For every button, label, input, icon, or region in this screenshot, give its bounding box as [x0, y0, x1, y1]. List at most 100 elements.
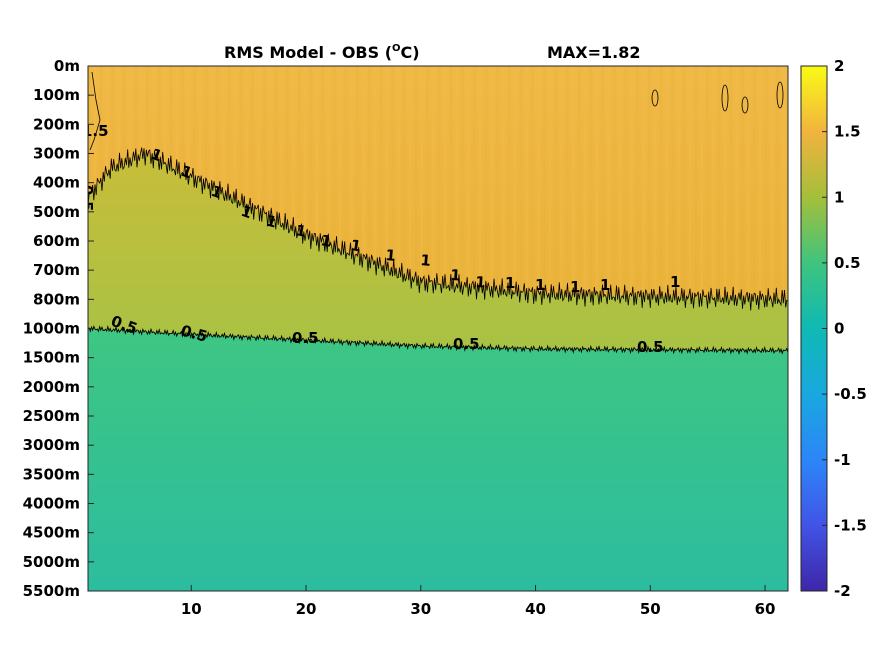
- texture-stripe: [461, 66, 464, 286]
- texture-stripe: [688, 66, 692, 298]
- texture-stripe: [513, 66, 517, 292]
- texture-stripe: [426, 66, 429, 283]
- texture-stripe: [741, 66, 744, 299]
- texture-stripe: [595, 66, 598, 295]
- texture-stripe: [105, 66, 108, 175]
- texture-stripe: [222, 66, 225, 193]
- texture-stripe: [140, 66, 143, 156]
- contour-loop: [651, 89, 659, 107]
- contour-label: 0.5: [78, 185, 96, 212]
- y-tick-label: 300m: [33, 145, 80, 163]
- texture-stripe: [764, 66, 768, 299]
- texture-stripe: [449, 66, 453, 285]
- contour-line-1: [88, 147, 788, 311]
- y-tick-label: 3500m: [23, 465, 80, 483]
- texture-stripe: [93, 66, 97, 190]
- contour-lines: [88, 71, 788, 355]
- texture-stripe: [181, 66, 184, 172]
- texture-stripe: [531, 66, 534, 294]
- x-tick-label: 60: [755, 600, 776, 618]
- y-tick-label: 4000m: [23, 495, 80, 513]
- texture-stripe: [344, 66, 348, 251]
- texture-stripe: [572, 66, 575, 295]
- texture-stripe: [718, 66, 721, 298]
- texture-stripe: [589, 66, 593, 295]
- texture-stripe: [502, 66, 505, 291]
- chart-title: RMS Model - OBS (OC): [224, 43, 420, 62]
- texture-stripe: [245, 66, 248, 205]
- texture-stripe: [653, 66, 657, 297]
- texture-stripe: [338, 66, 342, 249]
- texture-stripe: [408, 66, 412, 277]
- texture-stripe: [158, 66, 161, 160]
- contour-line-0.5: [88, 324, 788, 355]
- contour-loop: [721, 84, 729, 112]
- texture-stripe: [618, 66, 622, 296]
- texture-stripe: [210, 66, 213, 187]
- texture-stripe: [770, 66, 773, 299]
- contour-label: 0.5: [292, 329, 319, 347]
- colorbar-tick-label: 1.5: [834, 123, 861, 141]
- texture-stripe: [198, 66, 202, 181]
- texture-stripe: [683, 66, 686, 298]
- texture-stripe: [187, 66, 190, 175]
- texture-stripe: [642, 66, 645, 297]
- colorbar-tick-label: 0.5: [834, 254, 861, 272]
- texture-stripe: [490, 66, 493, 289]
- colorbar-tick-label: 2: [834, 57, 844, 75]
- texture-stripe: [228, 66, 231, 196]
- texture-stripe: [560, 66, 563, 295]
- colorbar-tick-label: 0: [834, 320, 844, 338]
- texture-stripe: [99, 66, 103, 183]
- contour-line-1.5: [89, 71, 101, 151]
- texture-stripe: [216, 66, 219, 190]
- contour-label: 1: [450, 266, 461, 285]
- texture-stripe: [292, 66, 295, 229]
- texture-stripe: [671, 66, 674, 297]
- texture-stripe: [478, 66, 482, 288]
- texture-stripe: [438, 66, 441, 284]
- texture-stripe: [152, 66, 155, 157]
- x-tick-label: 20: [296, 600, 317, 618]
- texture-stripe: [123, 66, 126, 163]
- texture-stripe: [385, 66, 388, 268]
- contour-label: 1: [505, 274, 515, 292]
- texture-stripe: [496, 66, 499, 290]
- texture-stripe: [350, 66, 353, 254]
- texture-stripe: [694, 66, 698, 298]
- y-axis-ticks: 0m 100m 200m 300m 400m 500m 600m 700m 800m 1000m 1…: [23, 57, 94, 600]
- x-tick-label: 40: [525, 600, 546, 618]
- texture-stripe: [268, 66, 272, 217]
- contour-label: 0.5: [637, 338, 664, 356]
- contour-label: 1: [349, 236, 362, 255]
- texture-stripe: [420, 66, 423, 282]
- texture-stripe: [327, 66, 330, 244]
- y-tick-label: 700m: [33, 261, 80, 279]
- texture-stripe: [146, 66, 149, 154]
- heatmap-stripes: [88, 66, 785, 300]
- texture-stripe: [630, 66, 633, 296]
- contour-label: 1.5: [82, 122, 109, 140]
- contour-label: 1: [294, 221, 307, 241]
- texture-stripe: [776, 66, 779, 300]
- contour-label: 1: [420, 251, 432, 270]
- texture-stripe: [758, 66, 762, 299]
- texture-stripe: [128, 66, 132, 161]
- texture-stripe: [373, 66, 377, 263]
- texture-stripe: [368, 66, 371, 261]
- texture-stripe: [233, 66, 237, 199]
- texture-stripe: [548, 66, 552, 294]
- texture-stripe: [473, 66, 476, 288]
- texture-stripe: [414, 66, 418, 280]
- x-tick-label: 10: [181, 600, 202, 618]
- texture-stripe: [362, 66, 365, 258]
- texture-stripe: [403, 66, 406, 275]
- texture-stripe: [204, 66, 208, 184]
- texture-stripe: [607, 66, 610, 296]
- texture-stripe: [636, 66, 639, 297]
- texture-stripe: [659, 66, 663, 297]
- x-axis-ticks: 10 20 30 40 50 60: [181, 585, 776, 618]
- texture-stripe: [274, 66, 278, 220]
